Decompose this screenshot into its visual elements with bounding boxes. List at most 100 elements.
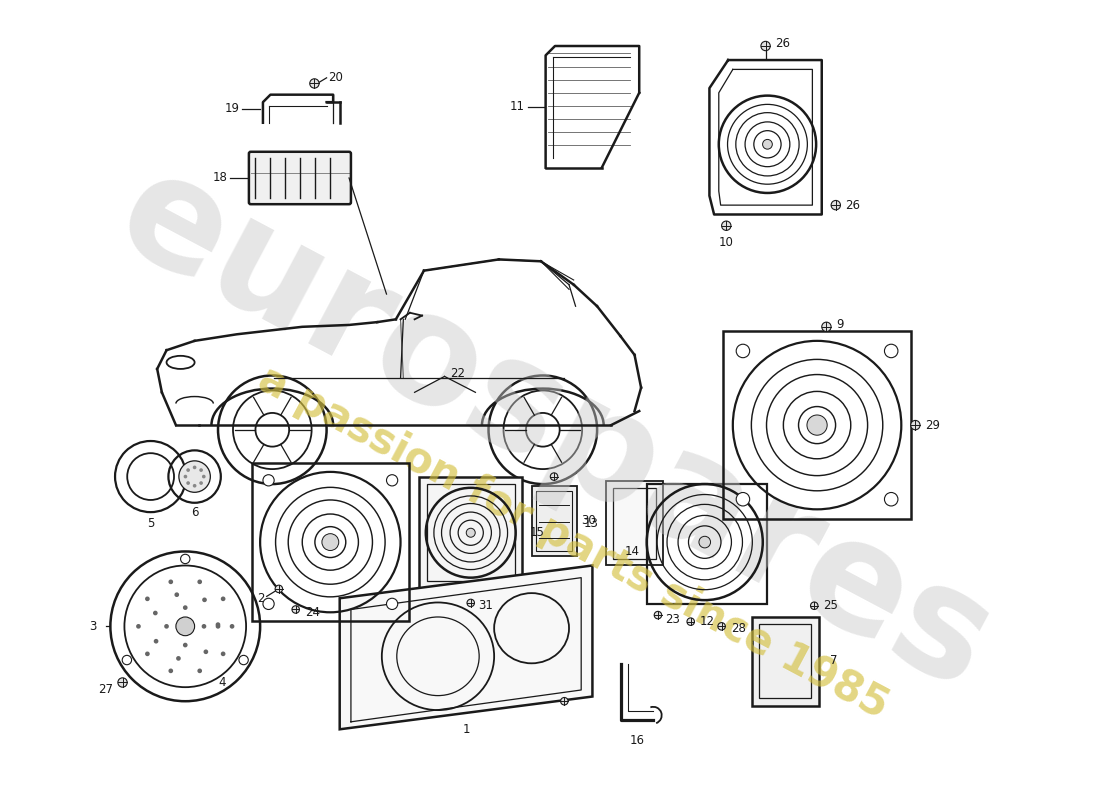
Circle shape [275,585,283,593]
Circle shape [192,484,197,487]
Circle shape [145,651,150,656]
Text: 28: 28 [732,622,746,634]
FancyBboxPatch shape [249,152,351,204]
Circle shape [179,461,210,492]
Circle shape [192,466,197,470]
Text: 25: 25 [824,599,838,612]
Circle shape [216,624,220,629]
Circle shape [832,201,840,210]
Bar [531,486,576,556]
Circle shape [197,669,202,673]
Circle shape [884,344,898,358]
Text: 4: 4 [218,676,226,689]
Circle shape [221,597,226,601]
Circle shape [164,624,169,629]
Circle shape [466,528,475,538]
Circle shape [180,554,190,564]
Circle shape [292,606,299,614]
Bar [427,484,515,582]
Circle shape [153,610,157,615]
Bar [751,617,818,706]
Text: 26: 26 [774,37,790,50]
Circle shape [197,579,202,584]
Text: 22: 22 [450,367,465,380]
Circle shape [201,624,207,629]
Circle shape [145,597,150,601]
Circle shape [762,139,772,149]
Circle shape [761,42,770,50]
Text: 15: 15 [530,526,544,539]
Text: 5: 5 [147,517,154,530]
Text: 27: 27 [98,683,113,697]
Text: a passion for parts since 1985: a passion for parts since 1985 [252,358,896,726]
Circle shape [884,493,898,506]
Bar [759,625,812,698]
Text: 23: 23 [666,614,680,626]
Text: eurospares: eurospares [94,138,1016,722]
Circle shape [322,534,339,550]
Text: 29: 29 [925,418,939,431]
Text: 7: 7 [830,654,838,667]
Circle shape [654,611,662,619]
Text: 16: 16 [630,734,645,747]
Circle shape [199,482,202,485]
Text: 19: 19 [224,102,240,115]
Text: 24: 24 [305,606,320,618]
Circle shape [202,598,207,602]
Circle shape [186,482,190,485]
Circle shape [736,344,750,358]
Circle shape [199,468,202,472]
Circle shape [468,599,474,606]
Text: 13: 13 [584,517,600,530]
Circle shape [183,606,188,610]
Bar [647,484,767,604]
Circle shape [807,415,827,435]
Circle shape [550,473,558,480]
Circle shape [688,618,694,626]
Text: 18: 18 [212,171,228,185]
Bar [723,330,912,519]
Circle shape [176,617,195,636]
Circle shape [183,642,188,647]
Circle shape [184,474,187,478]
Circle shape [186,468,190,472]
Circle shape [263,474,274,486]
Circle shape [118,678,128,687]
Text: 11: 11 [510,100,525,114]
Polygon shape [340,566,593,730]
Circle shape [698,536,711,548]
Circle shape [310,78,319,88]
Circle shape [221,651,226,656]
Circle shape [136,624,141,629]
Circle shape [718,622,725,630]
Bar [606,482,662,566]
Circle shape [168,669,173,673]
Text: 26: 26 [845,198,860,212]
Circle shape [122,655,132,665]
Circle shape [204,650,208,654]
Text: 10: 10 [718,236,734,249]
Circle shape [811,602,818,610]
Circle shape [263,598,274,610]
Circle shape [175,592,179,597]
Text: 30: 30 [581,514,596,527]
Text: 3: 3 [89,620,97,633]
Text: 1: 1 [462,722,470,736]
Text: 14: 14 [624,545,639,558]
Circle shape [230,624,234,629]
Circle shape [154,639,158,643]
Circle shape [216,622,220,627]
Circle shape [911,421,920,430]
Text: 20: 20 [329,71,343,84]
Bar [537,490,572,551]
Bar [419,477,522,589]
Circle shape [386,598,398,610]
Text: 2: 2 [257,592,265,605]
Circle shape [239,655,249,665]
Bar [613,488,656,559]
Text: 6: 6 [191,506,198,518]
Circle shape [176,656,180,661]
Circle shape [168,579,173,584]
Circle shape [386,474,398,486]
Bar [252,463,409,621]
